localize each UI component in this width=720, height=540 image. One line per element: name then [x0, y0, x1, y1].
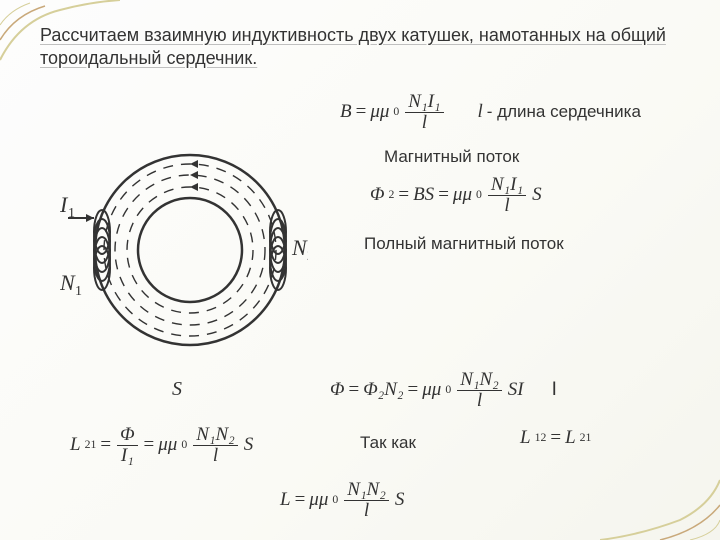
frac1: Φ I₁ [117, 425, 137, 466]
eq: = [100, 434, 111, 456]
mu: μμ [309, 489, 328, 511]
l-var: l [478, 101, 483, 123]
num: N₁N₂ [193, 425, 238, 446]
mu: μμ [422, 379, 441, 401]
num: N₁I₁ [405, 92, 443, 113]
den: I₁ [118, 446, 137, 466]
tail: S [395, 489, 405, 511]
eq: = [550, 427, 561, 449]
I-label: I [552, 379, 557, 401]
sym-mu: μμ [370, 101, 389, 123]
formula-L12eq: L12 = L21 [520, 427, 591, 449]
svg-text:N: N [291, 235, 308, 260]
rhs-column: B = μμ0 N₁I₁ l l - длина сердечника Магн… [340, 92, 700, 258]
eq: = [398, 184, 409, 206]
num: N₁N₂ [344, 480, 389, 501]
formula-Lfinal: L = μμ0 N₁N₂ l S [280, 480, 404, 521]
num: Φ [117, 425, 137, 446]
num: N₁N₂ [457, 370, 502, 391]
svg-text:N: N [60, 270, 76, 295]
mu: μμ [453, 184, 472, 206]
mu: μμ [158, 434, 177, 456]
den: l [419, 113, 430, 133]
magnetic-flux-label: Магнитный поток [384, 147, 700, 167]
eq: = [295, 489, 306, 511]
frac2: N₁N₂ l [193, 425, 238, 466]
eq: = [356, 101, 367, 123]
formula-L21: L21 = Φ I₁ = μμ0 N₁N₂ l S [70, 425, 253, 466]
S-label: S [172, 378, 182, 401]
L: L [70, 434, 81, 456]
eq: = [144, 434, 155, 456]
slide: Рассчитаем взаимную индуктивность двух к… [0, 0, 720, 540]
den: l [210, 446, 221, 466]
tail: SI [508, 379, 524, 401]
formula-B: B = μμ0 N₁I₁ l l - длина сердечника [340, 92, 700, 133]
headline: Рассчитаем взаимную индуктивность двух к… [40, 24, 700, 69]
sym-Phi: Φ [370, 184, 384, 206]
eq: = [348, 379, 359, 401]
svg-text:1: 1 [68, 206, 75, 221]
frac: N₁I₁ l [488, 175, 526, 216]
eq: = [408, 379, 419, 401]
frac-B: N₁I₁ l [405, 92, 443, 133]
den: l [361, 501, 372, 521]
den: l [474, 391, 485, 411]
so-label: Так как [360, 433, 416, 453]
eq: = [438, 184, 449, 206]
frac: N₁N₂ l [344, 480, 389, 521]
num: N₁I₁ [488, 175, 526, 196]
den: l [501, 196, 512, 216]
corner-flourish-bottom-right [600, 450, 720, 540]
svg-text:1: 1 [75, 284, 82, 299]
svg-text:2: 2 [307, 249, 308, 264]
sym-B: B [340, 101, 352, 123]
formula-Phi-full: Φ = Φ₂N₂ = μμ0 N₁N₂ l SI I [330, 370, 557, 411]
Phi: Φ [330, 379, 344, 401]
S: S [532, 184, 542, 206]
L: L [280, 489, 291, 511]
formula-Phi2: Φ2 = BS = μμ0 N₁I₁ l S [370, 175, 700, 216]
L: L [520, 427, 531, 449]
tail: S [244, 434, 254, 456]
full-flux-label: Полный магнитный поток [364, 234, 700, 254]
frac: N₁N₂ l [457, 370, 502, 411]
core-length-note: - длина сердечника [487, 102, 641, 122]
BS: BS [413, 184, 434, 206]
content: Рассчитаем взаимную индуктивность двух к… [40, 24, 700, 69]
toroid-diagram: I 1 N 1 N 2 [60, 140, 308, 360]
mid: Φ₂N₂ [363, 379, 403, 401]
L2: L [565, 427, 576, 449]
